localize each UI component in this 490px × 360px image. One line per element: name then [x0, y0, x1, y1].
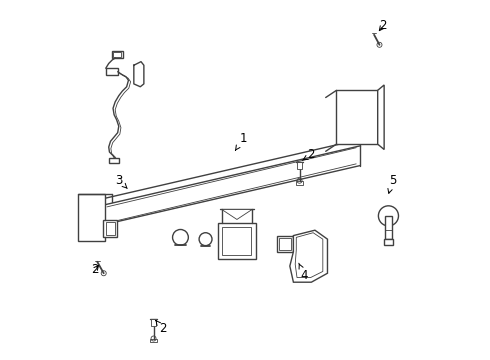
Bar	[105, 222, 115, 235]
Polygon shape	[290, 230, 327, 282]
Bar	[385, 216, 392, 239]
Polygon shape	[112, 51, 123, 58]
Bar	[337, 90, 378, 144]
Polygon shape	[378, 85, 384, 149]
Text: 2: 2	[379, 19, 387, 32]
Polygon shape	[109, 158, 119, 163]
Polygon shape	[106, 68, 118, 75]
Bar	[222, 227, 251, 255]
Text: 1: 1	[235, 132, 247, 150]
Text: 2: 2	[302, 148, 315, 161]
Text: 4: 4	[299, 263, 308, 282]
Text: 2: 2	[91, 263, 99, 276]
Polygon shape	[78, 194, 105, 241]
Bar	[279, 238, 291, 249]
Bar	[296, 181, 303, 185]
Text: 2: 2	[156, 320, 166, 335]
Bar	[384, 239, 393, 244]
Bar	[277, 235, 294, 252]
Bar	[296, 162, 302, 168]
Text: 5: 5	[388, 174, 396, 193]
Bar	[150, 338, 157, 342]
Text: 3: 3	[115, 174, 127, 189]
Bar	[218, 223, 256, 259]
Polygon shape	[221, 210, 252, 220]
Bar	[151, 319, 156, 325]
Bar	[103, 220, 117, 237]
